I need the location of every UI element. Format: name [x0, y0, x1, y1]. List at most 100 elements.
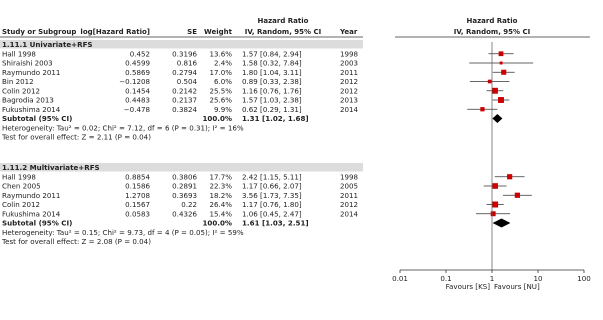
plot-area: 0.01 0.1 1 10 100 Favours [KS] Favours [NU]	[392, 42, 591, 291]
study-weight: 15.4%	[209, 209, 232, 218]
study-loghr: −0.1208	[119, 77, 150, 86]
study-ci: 1.57 [1.03, 2.38]	[242, 96, 302, 105]
subtotal-weight: 100.0%	[202, 114, 232, 123]
subgroup-title: 1.11.1 Univariate+RFS	[2, 40, 93, 49]
subgroup-band	[0, 40, 363, 49]
study-loghr: 1.2708	[125, 191, 150, 200]
study-se: 0.3196	[172, 49, 197, 58]
study-name: Shiraishi 2003	[2, 59, 53, 68]
study-marker	[507, 174, 513, 180]
study-marker	[498, 97, 504, 103]
study-se: 0.3806	[172, 172, 197, 181]
x-tick-label: 100	[577, 274, 591, 283]
study-weight: 9.9%	[214, 105, 232, 114]
heterogeneity-text: Heterogeneity: Tau² = 0.15; Chi² = 9.73,…	[2, 228, 244, 237]
study-weight: 22.3%	[209, 182, 232, 191]
study-marker	[490, 211, 496, 217]
study-se: 0.2794	[172, 68, 197, 77]
subtotal-label: Subtotal (95% CI)	[2, 219, 72, 228]
study-loghr: 0.4483	[125, 96, 150, 105]
subtotal-diamond	[492, 114, 503, 123]
subgroup-band	[0, 163, 363, 172]
study-year: 2013	[340, 96, 358, 105]
study-year: 2014	[340, 105, 359, 114]
study-se: 0.2891	[172, 182, 197, 191]
header-study: Study or Subgroup	[2, 28, 76, 36]
study-name: Bin 2012	[2, 77, 34, 86]
study-marker	[480, 107, 485, 112]
heterogeneity-text: Heterogeneity: Tau² = 0.02; Chi² = 7.12,…	[2, 123, 244, 132]
study-se: 0.2137	[172, 96, 197, 105]
study-year: 2011	[340, 68, 358, 77]
x-tick-label: 1	[490, 274, 495, 283]
study-ci: 1.57 [0.84, 2.94]	[242, 49, 302, 58]
subtotal-ci: 1.61 [1.03, 2.51]	[242, 219, 309, 228]
study-marker	[492, 183, 498, 189]
favours-left-label: Favours [KS]	[446, 282, 491, 291]
study-ci: 1.58 [0.32, 7.84]	[242, 59, 302, 68]
study-marker	[487, 79, 492, 84]
subgroup-title: 1.11.2 Multivariate+RFS	[2, 163, 100, 172]
study-year: 2005	[340, 182, 358, 191]
study-ci: 1.17 [0.66, 2.07]	[242, 182, 302, 191]
study-name: Hall 1998	[2, 172, 36, 181]
favours-right-label: Favours [NU]	[494, 282, 540, 291]
x-tick-label: 10	[533, 274, 543, 283]
study-se: 0.22	[181, 200, 197, 209]
subtotal-weight: 100.0%	[202, 219, 232, 228]
study-se: 0.3824	[172, 105, 197, 114]
study-weight: 13.6%	[209, 49, 232, 58]
study-year: 2014	[340, 209, 359, 218]
study-name: Fukushima 2014	[2, 105, 61, 114]
study-year: 1998	[340, 172, 359, 181]
study-ci: 3.56 [1.73, 7.35]	[242, 191, 302, 200]
study-name: Raymundo 2011	[2, 68, 60, 77]
study-loghr: 0.1586	[125, 182, 150, 191]
study-marker	[498, 51, 504, 57]
x-tick-label: 0.01	[392, 274, 408, 283]
header-weight: Weight	[204, 28, 233, 36]
study-weight: 26.4%	[209, 200, 232, 209]
header-se: SE	[187, 28, 197, 36]
study-name: Fukushima 2014	[2, 209, 61, 218]
study-ci: 1.17 [0.76, 1.80]	[242, 200, 302, 209]
header-plot-method: IV, Random, 95% CI	[454, 28, 530, 36]
overall-effect-text: Test for overall effect: Z = 2.11 (P = 0…	[1, 133, 151, 142]
study-loghr: 0.8854	[125, 172, 150, 181]
header-hr-method: IV, Random, 95% CI	[245, 28, 321, 36]
study-weight: 17.0%	[209, 68, 232, 77]
study-year: 2003	[340, 59, 358, 68]
study-ci: 1.16 [0.76, 1.76]	[242, 86, 302, 95]
study-loghr: 0.5869	[125, 68, 150, 77]
study-name: Hall 1998	[2, 49, 36, 58]
study-loghr: −0.478	[124, 105, 151, 114]
study-ci: 2.42 [1.15, 5.11]	[242, 172, 302, 181]
header-year: Year	[339, 28, 358, 36]
study-name: Colin 2012	[2, 86, 40, 95]
study-ci: 1.06 [0.45, 2.47]	[242, 209, 302, 218]
study-name: Bagrodia 2013	[2, 96, 54, 105]
study-se: 0.504	[177, 77, 198, 86]
study-year: 2011	[340, 191, 358, 200]
study-name: Raymundo 2011	[2, 191, 60, 200]
subtotal-ci: 1.31 [1.02, 1.68]	[242, 114, 309, 123]
study-weight: 25.5%	[209, 86, 232, 95]
study-ci: 0.62 [0.29, 1.31]	[242, 105, 302, 114]
header-hr-title: Hazard Ratio	[258, 17, 309, 25]
study-marker	[492, 201, 499, 208]
table-header: Study or Subgroup log[Hazard Ratio] SE W…	[0, 17, 590, 38]
study-loghr: 0.1567	[125, 200, 150, 209]
x-tick-label: 0.1	[440, 274, 451, 283]
study-weight: 6.0%	[214, 77, 232, 86]
study-se: 0.3693	[172, 191, 197, 200]
study-weight: 18.2%	[209, 191, 232, 200]
study-se: 0.816	[177, 59, 198, 68]
study-se: 0.4326	[172, 209, 197, 218]
header-loghr: log[Hazard Ratio]	[80, 28, 150, 36]
study-weight: 17.7%	[209, 172, 232, 181]
study-name: Colin 2012	[2, 200, 40, 209]
study-ci: 0.89 [0.33, 2.38]	[242, 77, 302, 86]
study-year: 1998	[340, 49, 359, 58]
